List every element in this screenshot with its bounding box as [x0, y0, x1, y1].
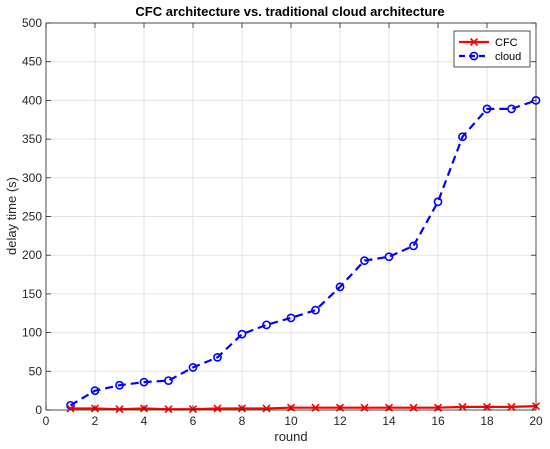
data-point-cloud [384, 252, 394, 262]
x-marker-stroke [469, 37, 479, 47]
legend-marker-cfc [469, 37, 479, 47]
x-tick-label: 10 [284, 414, 298, 428]
y-tick-label: 100 [22, 326, 42, 340]
x-axis-label: round [274, 429, 307, 444]
data-point-cfc [164, 405, 173, 414]
chart-title: CFC architecture vs. traditional cloud a… [135, 4, 444, 19]
legend-label-cfc: CFC [495, 37, 518, 49]
data-point-cfc [507, 402, 516, 411]
data-point-cloud [335, 282, 345, 292]
x-marker-stroke [262, 404, 271, 413]
axis-ticks: 0 2 4 6 8 10 12 14 16 18 2005010015020025030035040… [22, 16, 543, 428]
data-point-cloud [237, 329, 247, 339]
data-point-cloud [286, 313, 296, 323]
data-point-cloud [213, 352, 222, 362]
x-marker-stroke [66, 404, 75, 413]
legend-label-cloud: cloud [495, 51, 521, 63]
x-marker-stroke [213, 404, 222, 413]
legend-item-cfc: CFC [459, 37, 518, 49]
data-point-cloud [90, 386, 100, 396]
x-tick-label: 16 [431, 414, 445, 428]
data-point-cloud [188, 363, 198, 372]
series-cloud [66, 96, 541, 410]
y-tick-label: 450 [22, 55, 42, 69]
x-tick-label: 18 [480, 414, 494, 428]
x-tick-label: 12 [333, 414, 347, 428]
x-tick-label: 4 [141, 414, 148, 428]
y-tick-label: 350 [22, 132, 42, 146]
legend-marker-cloud [469, 51, 479, 61]
legend-box [453, 30, 531, 68]
y-axis-label: delay time (s) [4, 177, 19, 255]
x-tick-label: 20 [529, 414, 543, 428]
x-tick-label: 8 [239, 414, 246, 428]
x-marker-stroke [458, 402, 467, 411]
legend-item-cloud: cloud [459, 51, 521, 63]
x-tick-label: 0 [43, 414, 50, 428]
y-tick-label: 150 [22, 287, 42, 301]
y-tick-label: 250 [22, 210, 42, 224]
data-point-cloud [409, 241, 418, 251]
data-point-cloud [139, 377, 149, 387]
x-marker-stroke [507, 402, 516, 411]
data-point-cloud [360, 256, 369, 266]
data-point-cfc [66, 404, 75, 413]
data-point-cfc [262, 404, 271, 413]
data-point-cfc [213, 404, 222, 413]
data-point-cloud [262, 320, 271, 330]
data-point-cloud [164, 376, 173, 385]
data-point-cloud [433, 197, 443, 207]
data-point-cloud [507, 104, 516, 114]
data-point-cfc [115, 405, 124, 414]
x-marker-stroke [115, 405, 124, 414]
data-point-cloud [482, 104, 492, 114]
y-tick-label: 400 [22, 93, 42, 107]
series-line-cfc [70, 405, 537, 411]
x-tick-label: 2 [92, 414, 99, 428]
data-point-cloud [311, 305, 320, 315]
y-tick-label: 200 [22, 248, 42, 262]
y-tick-label: 50 [29, 364, 43, 378]
y-tick-label: 0 [35, 403, 42, 417]
legend: CFC cloud [453, 30, 531, 68]
x-marker-stroke [164, 405, 173, 414]
data-point-cloud [115, 380, 124, 390]
x-tick-label: 14 [382, 414, 396, 428]
y-tick-label: 500 [22, 16, 42, 30]
data-point-cfc [458, 402, 467, 411]
data-point-cloud [458, 132, 467, 142]
y-tick-label: 300 [22, 171, 42, 185]
x-tick-label: 6 [190, 414, 197, 428]
